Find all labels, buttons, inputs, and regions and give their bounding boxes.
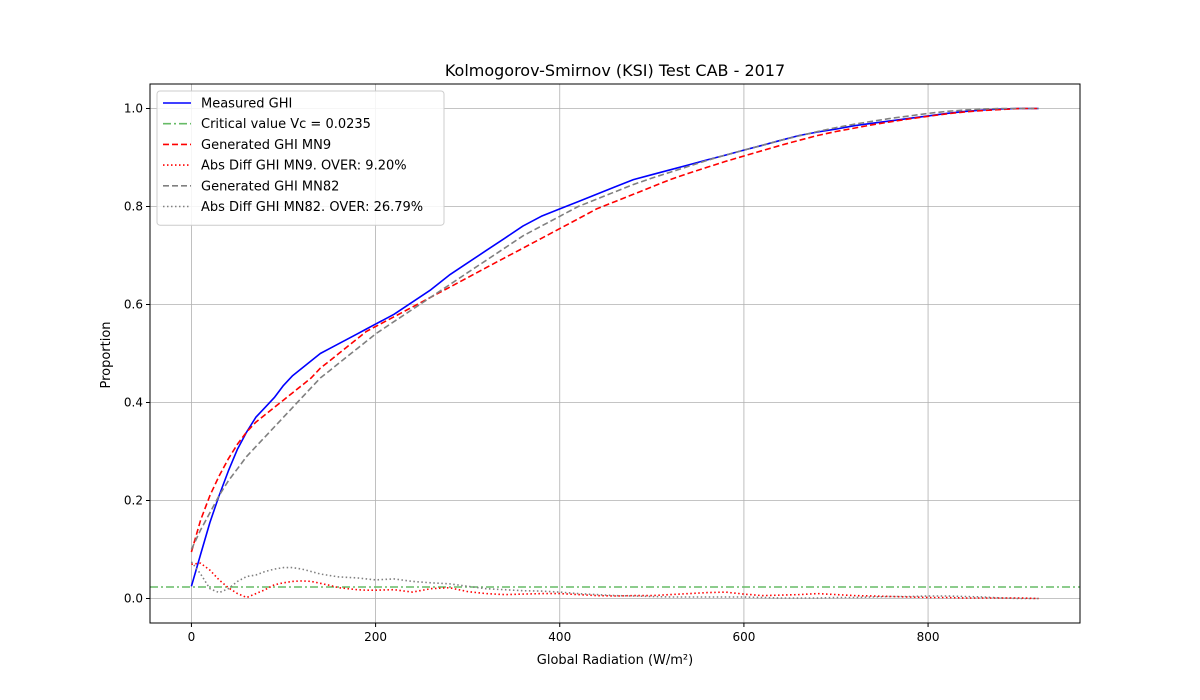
y-tick-label: 0.0 bbox=[124, 592, 143, 606]
series-line-1 bbox=[190, 107, 1039, 587]
legend-label: Abs Diff GHI MN82. OVER: 26.79% bbox=[201, 200, 423, 215]
legend-label: Generated GHI MN9 bbox=[201, 138, 331, 153]
x-axis-label: Global Radiation (W/m²) bbox=[537, 653, 693, 668]
x-tick-label: 0 bbox=[188, 630, 196, 644]
plot-series bbox=[150, 107, 1080, 600]
grid bbox=[150, 84, 1080, 623]
legend: Measured GHI Critical value Vc = 0.0235 Ge… bbox=[156, 90, 445, 226]
axes-frame bbox=[149, 83, 1081, 624]
x-tick-label: 400 bbox=[548, 630, 571, 644]
y-axis-label: Proportion bbox=[99, 321, 114, 388]
legend-label: Generated GHI MN82 bbox=[201, 179, 339, 194]
legend-label: Measured GHI bbox=[201, 97, 292, 112]
chart-title: Kolmogorov-Smirnov (KSI) Test CAB - 2017 bbox=[445, 61, 785, 80]
legend-label: Critical value Vc = 0.0235 bbox=[201, 117, 371, 132]
x-tick-label: 200 bbox=[364, 630, 387, 644]
legend-box bbox=[156, 90, 445, 226]
legend-label: Abs Diff GHI MN9. OVER: 9.20% bbox=[201, 159, 407, 174]
x-tick-label: 800 bbox=[917, 630, 940, 644]
x-tick-label: 600 bbox=[732, 630, 755, 644]
y-tick-label: 0.4 bbox=[124, 396, 143, 410]
y-tick-label: 1.0 bbox=[124, 102, 143, 116]
series-line-5 bbox=[190, 107, 1039, 550]
series-line-4 bbox=[191, 562, 1039, 600]
y-tick-label: 0.6 bbox=[124, 298, 143, 312]
series-line-3 bbox=[190, 107, 1039, 553]
y-tick-label: 0.8 bbox=[124, 200, 143, 214]
y-tick-label: 0.2 bbox=[124, 494, 143, 508]
ticks: 0 200 400 600 800 0.0 0.2 0.4 0.6 0.8 1.0 bbox=[124, 102, 940, 645]
